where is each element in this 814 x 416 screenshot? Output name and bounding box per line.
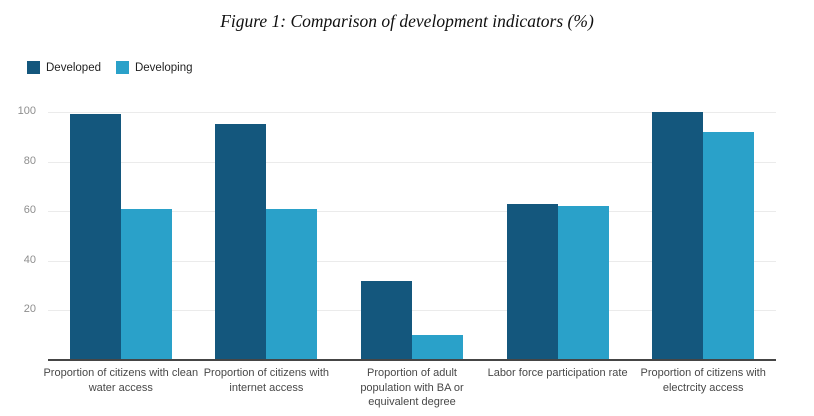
gridline: [48, 310, 776, 312]
legend-item-developed: Developed: [27, 61, 101, 74]
legend-item-developing: Developing: [115, 61, 193, 74]
x-axis-line: [48, 359, 776, 361]
bar-developed: [652, 112, 704, 360]
bar-developed: [361, 280, 412, 360]
bar-developing: [412, 335, 463, 360]
legend-label: Developed: [46, 61, 101, 74]
gridline: [48, 161, 776, 163]
x-axis-label: Proportion of citizens with internet acc…: [203, 367, 330, 394]
y-axis-tick-label: 60: [23, 204, 36, 217]
legend-swatch-developed: [27, 61, 40, 74]
bar-developing: [266, 208, 318, 360]
chart-title: Figure 1: Comparison of development indi…: [220, 11, 594, 31]
bar-developed: [506, 203, 558, 360]
gridline: [48, 211, 776, 213]
x-axis-label: Proportion of citizens with electrcity a…: [640, 367, 766, 394]
bar-developed: [69, 114, 121, 360]
legend: Developed Developing: [27, 61, 193, 74]
x-axis-label: Labor force participation rate: [487, 367, 628, 379]
y-axis-tick-label: 80: [23, 154, 36, 167]
bar-developed: [215, 124, 267, 360]
y-axis-tick-label: 100: [17, 105, 36, 117]
y-axis-tick-label: 40: [23, 253, 36, 266]
bar-developing: [120, 208, 172, 360]
gridline: [48, 260, 776, 262]
bar-developing: [557, 206, 609, 360]
legend-label: Developing: [134, 61, 193, 74]
y-axis-tick-label: 20: [23, 303, 36, 316]
x-axis-label: Proportion of adult population with BA o…: [360, 367, 464, 409]
gridline: [48, 112, 776, 113]
legend-swatch-developing: [115, 61, 129, 74]
x-axis-label: Proportion of citizens with clean water …: [43, 367, 199, 394]
bar-developing: [703, 131, 755, 360]
